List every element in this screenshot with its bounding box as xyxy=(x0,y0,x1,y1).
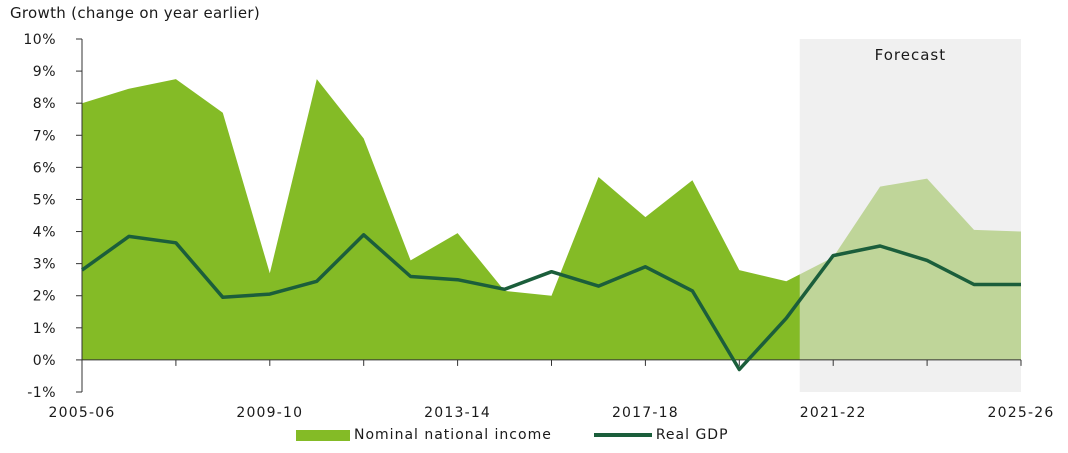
x-tick-label: 2021-22 xyxy=(800,405,867,421)
y-axis-title: Growth (change on year earlier) xyxy=(10,4,261,22)
x-tick-label: 2025-26 xyxy=(988,405,1055,421)
x-tick-label: 2013-14 xyxy=(424,405,491,421)
series-area-nominal-national-income xyxy=(82,79,1021,360)
legend: Nominal national income Real GDP xyxy=(296,427,729,443)
x-tick-label: 2005-06 xyxy=(49,405,116,421)
y-tick-label: 0% xyxy=(33,353,56,369)
x-tick-label: 2017-18 xyxy=(612,405,679,421)
y-tick-label: 10% xyxy=(23,32,56,48)
y-tick-label: 5% xyxy=(33,192,56,208)
series-line-real-gdp xyxy=(80,233,1021,372)
y-tick-label: 2% xyxy=(33,289,56,305)
y-tick-label: 6% xyxy=(33,160,56,176)
x-tick-label: 2009-10 xyxy=(236,405,303,421)
legend-label-nominal-income: Nominal national income xyxy=(354,427,552,443)
forecast-band xyxy=(799,39,1021,392)
y-tick-label: 9% xyxy=(33,64,56,80)
forecast-label: Forecast xyxy=(875,46,946,64)
y-tick-label: 8% xyxy=(33,96,56,112)
y-tick-label: 7% xyxy=(33,128,56,144)
legend-swatch-nominal-income xyxy=(296,429,350,441)
y-tick-label: 1% xyxy=(33,321,56,337)
legend-swatch-real-gdp xyxy=(593,433,652,437)
y-tick-label: 3% xyxy=(33,257,56,273)
y-tick-label: 4% xyxy=(33,225,56,241)
legend-label-real-gdp: Real GDP xyxy=(655,427,729,443)
y-tick-label: -1% xyxy=(27,385,56,401)
